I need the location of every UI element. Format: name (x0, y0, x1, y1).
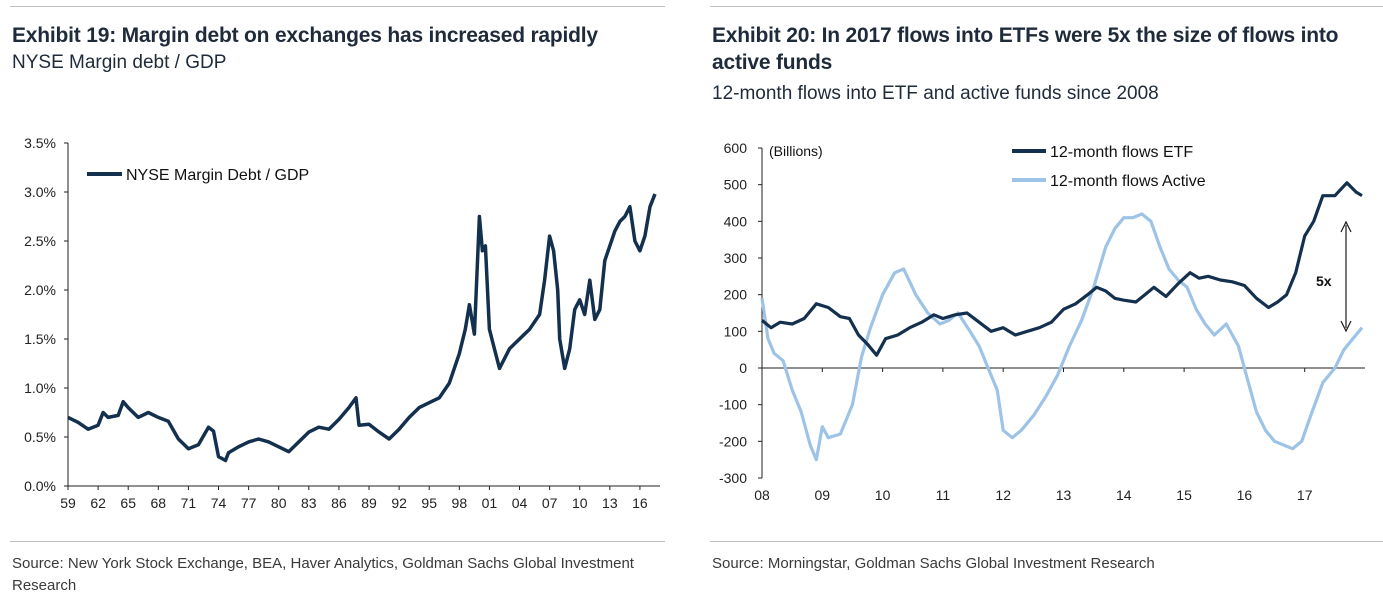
y-tick-label: 2.0% (24, 282, 56, 298)
exhibit-19-panel: Exhibit 19: Margin debt on exchanges has… (0, 0, 665, 611)
x-tick-label: 74 (211, 495, 227, 511)
y-tick-label: 300 (724, 250, 748, 266)
y-unit-label: (Billions) (769, 143, 823, 159)
top-divider (10, 6, 665, 7)
x-tick-label: 14 (1116, 487, 1132, 503)
x-tick-label: 13 (602, 495, 618, 511)
x-tick-label: 62 (90, 495, 106, 511)
bottom-divider (710, 541, 1383, 542)
y-tick-label: 3.0% (24, 184, 56, 200)
chart-series (67, 193, 657, 463)
x-tick-label: 89 (361, 495, 377, 511)
chart-legend: NYSE Margin Debt / GDP (87, 167, 309, 184)
y-tick-label: -300 (719, 470, 747, 486)
arrow-head-up (1340, 220, 1352, 233)
x-tick-label: 08 (754, 487, 770, 503)
y-tick-label: 200 (724, 287, 748, 303)
x-tick-label: 65 (120, 495, 136, 511)
exhibit-20-title: Exhibit 20: In 2017 flows into ETFs were… (712, 22, 1338, 76)
chart-axes: 600 500 400 300 200 100 0 -100 -200 -300 08 09 10 11 1… (719, 140, 1365, 503)
chart-legend: 12-month flows ETF 12-month flows Active (1012, 144, 1206, 190)
legend-label-margin-debt: NYSE Margin Debt / GDP (126, 167, 309, 184)
y-tick-label: 3.5% (24, 135, 56, 151)
x-tick-label: 68 (151, 495, 167, 511)
y-tick-label: 2.5% (24, 233, 56, 249)
y-tick-label: 600 (724, 140, 748, 156)
x-tick-label: 09 (815, 487, 831, 503)
y-tick-label: -200 (719, 433, 747, 449)
x-tick-label: 11 (936, 487, 951, 503)
x-tick-label: 04 (512, 495, 528, 511)
legend-label-etf: 12-month flows ETF (1050, 144, 1193, 161)
x-tick-label: 86 (331, 495, 347, 511)
margin-debt-chart: 0.0% 0.5% 1.0% 1.5% 2.0% 2.5% 3.0% 3.5% 59 62 65 68… (24, 135, 660, 511)
x-tick-label: 80 (271, 495, 287, 511)
legend-label-active: 12-month flows Active (1050, 173, 1206, 190)
y-tick-label: 0 (739, 360, 747, 376)
x-tick-label: 01 (482, 495, 498, 511)
annotation-label: 5x (1316, 273, 1332, 289)
y-tick-label: 1.0% (24, 380, 56, 396)
y-tick-label: 100 (724, 323, 748, 339)
series-line-etf (760, 181, 1363, 357)
x-tick-label: 07 (542, 495, 558, 511)
x-tick-label: 92 (391, 495, 407, 511)
x-tick-label: 16 (1237, 487, 1253, 503)
y-tick-label: 1.5% (24, 331, 56, 347)
x-tick-label: 15 (1176, 487, 1192, 503)
series-line-active (760, 212, 1364, 462)
x-tick-label: 13 (1056, 487, 1072, 503)
x-tick-label: 77 (241, 495, 257, 511)
bottom-divider (10, 541, 665, 542)
etf-active-flows-chart: 600 500 400 300 200 100 0 -100 -200 -300 08 09 10 11 1… (719, 140, 1365, 503)
x-tick-label: 59 (60, 495, 76, 511)
x-tick-label: 12 (995, 487, 1011, 503)
y-tick-label: -100 (719, 397, 747, 413)
x-tick-label: 10 (875, 487, 891, 503)
exhibit-19-title: Exhibit 19: Margin debt on exchanges has… (12, 24, 598, 47)
y-tick-label: 0.0% (24, 478, 56, 494)
chart-series (760, 181, 1364, 462)
series-line-margin-debt (67, 193, 657, 463)
5x-annotation: 5x (1316, 220, 1352, 333)
x-tick-label: 10 (572, 495, 588, 511)
exhibit-19-subtitle: NYSE Margin debt / GDP (12, 52, 227, 73)
chart-axes: 0.0% 0.5% 1.0% 1.5% 2.0% 2.5% 3.0% 3.5% 59 62 65 68… (24, 135, 660, 511)
arrow-head-down (1340, 320, 1352, 333)
y-tick-label: 400 (724, 213, 748, 229)
x-tick-label: 83 (301, 495, 317, 511)
top-divider (710, 6, 1383, 7)
exhibit-20-subtitle: 12-month flows into ETF and active funds… (712, 83, 1159, 104)
x-tick-label: 98 (452, 495, 468, 511)
x-tick-label: 17 (1297, 487, 1313, 503)
exhibit-20-title-line2: active funds (712, 51, 833, 74)
exhibit-20-panel: Exhibit 20: In 2017 flows into ETFs were… (700, 0, 1383, 611)
x-tick-label: 71 (181, 495, 197, 511)
exhibit-20-title-line1: Exhibit 20: In 2017 flows into ETFs were… (712, 24, 1339, 47)
x-tick-label: 16 (632, 495, 648, 511)
exhibit-20-source: Source: Morningstar, Goldman Sachs Globa… (712, 555, 1155, 572)
y-tick-label: 0.5% (24, 429, 56, 445)
exhibit-19-source: Source: New York Stock Exchange, BEA, Ha… (12, 555, 634, 594)
x-tick-label: 95 (421, 495, 437, 511)
y-tick-label: 500 (724, 177, 748, 193)
